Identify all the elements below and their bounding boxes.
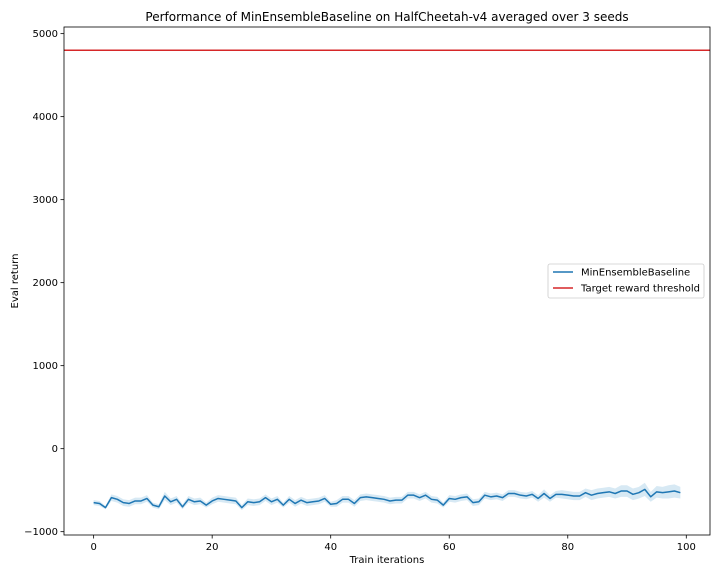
series-line-layer bbox=[64, 49, 710, 509]
x-tick-label: 20 bbox=[206, 542, 219, 553]
x-tick-label: 40 bbox=[324, 542, 337, 553]
legend: MinEnsembleBaseline Target reward thresh… bbox=[547, 263, 705, 299]
x-tick-label: 100 bbox=[677, 542, 696, 553]
chart-title: Performance of MinEnsembleBaseline on Ha… bbox=[145, 10, 628, 24]
x-tick-label: 0 bbox=[90, 542, 96, 553]
legend-label-target-threshold: Target reward threshold bbox=[580, 284, 700, 295]
y-tick-label: −1000 bbox=[24, 527, 58, 538]
y-axis-ticks: −1000 0 1000 2000 3000 4000 5000 bbox=[24, 29, 64, 538]
y-tick-label: 2000 bbox=[33, 278, 58, 289]
x-axis-ticks: 0 20 40 60 80 100 bbox=[90, 535, 696, 553]
x-tick-label: 80 bbox=[561, 542, 574, 553]
y-axis-label: Eval return bbox=[10, 254, 21, 309]
y-tick-label: 5000 bbox=[33, 29, 58, 40]
y-tick-label: 0 bbox=[52, 444, 58, 455]
plot-frame bbox=[63, 26, 711, 536]
x-axis-label: Train iterations bbox=[349, 555, 425, 566]
confidence-band-layer bbox=[93, 482, 681, 511]
legend-box bbox=[547, 263, 705, 299]
confidence-band-min-ensemble bbox=[93, 482, 681, 511]
y-tick-label: 1000 bbox=[33, 361, 58, 372]
legend-label-min-ensemble: MinEnsembleBaseline bbox=[581, 268, 690, 279]
y-tick-label: 4000 bbox=[33, 112, 58, 123]
series-line-min-ensemble bbox=[93, 488, 681, 509]
x-tick-label: 60 bbox=[443, 542, 456, 553]
y-tick-label: 3000 bbox=[33, 195, 58, 206]
